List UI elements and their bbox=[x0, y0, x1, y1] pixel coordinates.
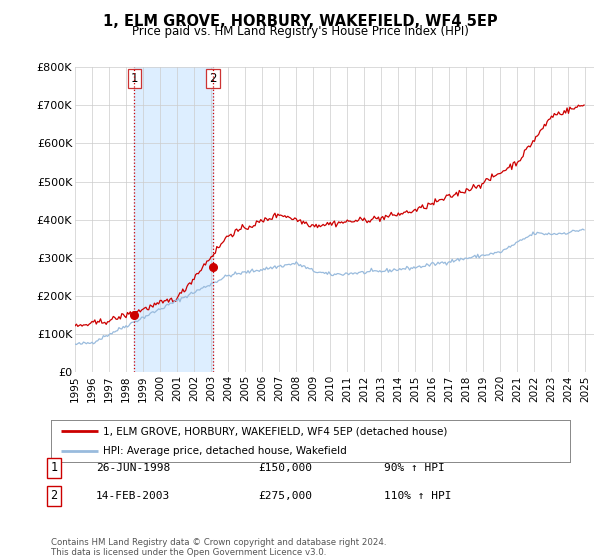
Text: 110% ↑ HPI: 110% ↑ HPI bbox=[384, 491, 452, 501]
Text: 2: 2 bbox=[50, 489, 58, 502]
Text: HPI: Average price, detached house, Wakefield: HPI: Average price, detached house, Wake… bbox=[103, 446, 347, 456]
Text: Contains HM Land Registry data © Crown copyright and database right 2024.
This d: Contains HM Land Registry data © Crown c… bbox=[51, 538, 386, 557]
Text: £275,000: £275,000 bbox=[258, 491, 312, 501]
Bar bbox=[134, 67, 213, 372]
Text: 26-JUN-1998: 26-JUN-1998 bbox=[96, 463, 170, 473]
Text: 1: 1 bbox=[130, 72, 138, 85]
Text: 14-FEB-2003: 14-FEB-2003 bbox=[96, 491, 170, 501]
Text: 1, ELM GROVE, HORBURY, WAKEFIELD, WF4 5EP (detached house): 1, ELM GROVE, HORBURY, WAKEFIELD, WF4 5E… bbox=[103, 426, 447, 436]
Text: 1: 1 bbox=[50, 461, 58, 474]
Text: £150,000: £150,000 bbox=[258, 463, 312, 473]
Text: 1, ELM GROVE, HORBURY, WAKEFIELD, WF4 5EP: 1, ELM GROVE, HORBURY, WAKEFIELD, WF4 5E… bbox=[103, 14, 497, 29]
Text: 2: 2 bbox=[209, 72, 217, 85]
Text: Price paid vs. HM Land Registry's House Price Index (HPI): Price paid vs. HM Land Registry's House … bbox=[131, 25, 469, 38]
Text: 90% ↑ HPI: 90% ↑ HPI bbox=[384, 463, 445, 473]
